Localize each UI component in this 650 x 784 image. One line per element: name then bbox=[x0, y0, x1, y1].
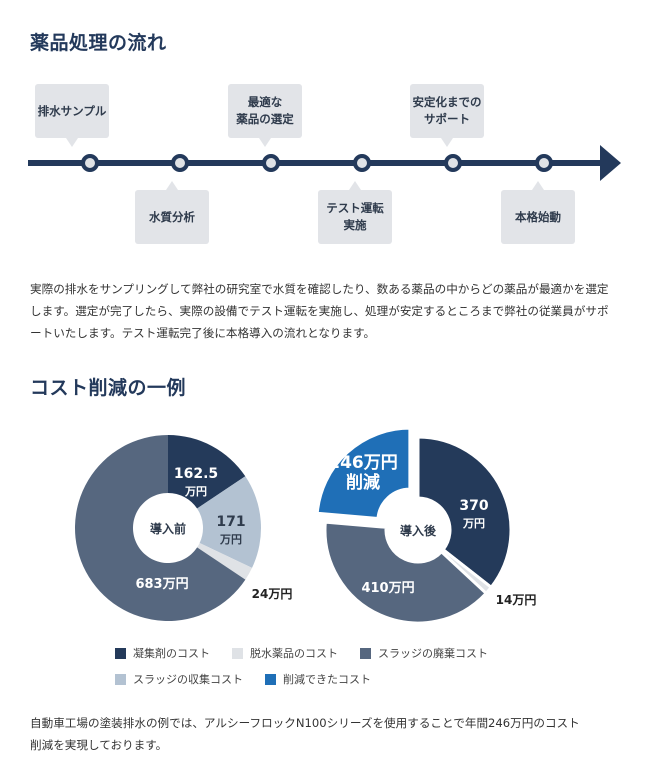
legend-item: 脱水薬品のコスト bbox=[232, 645, 338, 661]
svg-text:370: 370 bbox=[459, 498, 488, 514]
step-box-1: 排水サンプル bbox=[35, 84, 109, 147]
pie-chart-before: 導入前 162.5 万円 171 万円 24万円 683万円 bbox=[74, 435, 293, 621]
svg-text:24万円: 24万円 bbox=[252, 587, 293, 601]
legend-swatch bbox=[115, 673, 126, 685]
cost-description: 自動車工場の塗装排水の例では、アルシーフロックN100シリーズを使用することで年… bbox=[30, 716, 580, 752]
svg-text:導入前: 導入前 bbox=[150, 521, 186, 536]
svg-text:万円: 万円 bbox=[184, 485, 207, 498]
timeline-node bbox=[81, 154, 99, 172]
timeline-node bbox=[353, 154, 371, 172]
svg-text:410万円: 410万円 bbox=[361, 581, 414, 596]
arrow-head-icon bbox=[600, 145, 621, 181]
svg-text:万円: 万円 bbox=[219, 533, 242, 546]
legend-item: 削減できたコスト bbox=[265, 671, 371, 687]
svg-text:162.5: 162.5 bbox=[174, 466, 218, 482]
step-box-5: 安定化までの サポート bbox=[410, 84, 484, 147]
step-box-3: 最適な 薬品の選定 bbox=[228, 84, 302, 147]
timeline-node bbox=[171, 154, 189, 172]
cost-pie-charts: 導入前 162.5 万円 171 万円 24万円 683万円 導入後 370 万円 14万円 410… bbox=[74, 426, 537, 625]
pie-slice bbox=[323, 520, 489, 625]
pie-slice bbox=[168, 435, 246, 509]
pie-slice bbox=[416, 435, 513, 590]
section-title-flow: 薬品処理の流れ bbox=[30, 32, 167, 54]
timeline-node bbox=[262, 154, 280, 172]
flow-description: 実際の排水をサンプリングして弊社の研究室で水質を確認したり、数ある薬品の中からど… bbox=[30, 282, 609, 340]
chart-legend: 凝集剤のコスト 脱水薬品のコスト スラッジの廃棄コスト スラッジの収集コスト 削… bbox=[115, 645, 535, 697]
legend-item: スラッジの廃棄コスト bbox=[360, 645, 488, 661]
step-box-4: テスト運転 実施 bbox=[318, 181, 392, 244]
legend-swatch bbox=[115, 647, 126, 659]
legend-label: 削減できたコスト bbox=[283, 673, 371, 686]
timeline-node bbox=[444, 154, 462, 172]
svg-text:削減: 削減 bbox=[346, 472, 380, 493]
legend-label: 凝集剤のコスト bbox=[133, 647, 210, 660]
pie-slice bbox=[197, 543, 253, 580]
svg-text:683万円: 683万円 bbox=[135, 577, 188, 592]
svg-text:246万円: 246万円 bbox=[328, 453, 398, 473]
legend-item: 凝集剤のコスト bbox=[115, 645, 210, 661]
pie-slice bbox=[197, 476, 261, 568]
legend-label: 脱水薬品のコスト bbox=[250, 647, 338, 660]
legend-label: スラッジの収集コスト bbox=[133, 673, 243, 686]
legend-label: スラッジの廃棄コスト bbox=[378, 647, 488, 660]
pie-slice bbox=[74, 435, 246, 621]
pie-slice bbox=[315, 426, 412, 521]
step-box-2: 水質分析 bbox=[135, 181, 209, 244]
step-box-6: 本格始動 bbox=[501, 181, 575, 244]
timeline-node bbox=[535, 154, 553, 172]
svg-text:14万円: 14万円 bbox=[496, 593, 537, 607]
legend-swatch bbox=[360, 647, 371, 659]
legend-item: スラッジの収集コスト bbox=[115, 671, 243, 687]
legend-swatch bbox=[232, 647, 243, 659]
svg-text:171: 171 bbox=[216, 514, 245, 530]
legend-swatch bbox=[265, 673, 276, 685]
process-timeline: 排水サンプル 水質分析 最適な 薬品の選定 テスト運転 実施 安定化までの サポ… bbox=[0, 0, 650, 260]
timeline-arrow bbox=[28, 145, 621, 181]
svg-text:万円: 万円 bbox=[462, 517, 485, 530]
svg-text:導入後: 導入後 bbox=[400, 523, 437, 538]
section-title-cost: コスト削減の一例 bbox=[30, 377, 187, 399]
